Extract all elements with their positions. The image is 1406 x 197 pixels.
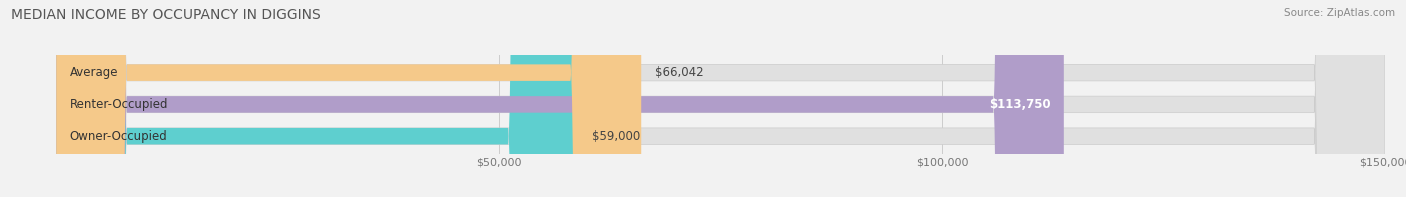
- Text: Renter-Occupied: Renter-Occupied: [69, 98, 169, 111]
- Text: MEDIAN INCOME BY OCCUPANCY IN DIGGINS: MEDIAN INCOME BY OCCUPANCY IN DIGGINS: [11, 8, 321, 22]
- FancyBboxPatch shape: [56, 0, 1385, 197]
- Text: $59,000: $59,000: [592, 130, 640, 143]
- Text: Source: ZipAtlas.com: Source: ZipAtlas.com: [1284, 8, 1395, 18]
- FancyBboxPatch shape: [56, 0, 641, 197]
- Text: $113,750: $113,750: [988, 98, 1050, 111]
- Text: Owner-Occupied: Owner-Occupied: [69, 130, 167, 143]
- FancyBboxPatch shape: [56, 0, 1385, 197]
- FancyBboxPatch shape: [56, 0, 1385, 197]
- FancyBboxPatch shape: [56, 0, 579, 197]
- Text: $66,042: $66,042: [655, 66, 703, 79]
- FancyBboxPatch shape: [56, 0, 1064, 197]
- Text: Average: Average: [69, 66, 118, 79]
